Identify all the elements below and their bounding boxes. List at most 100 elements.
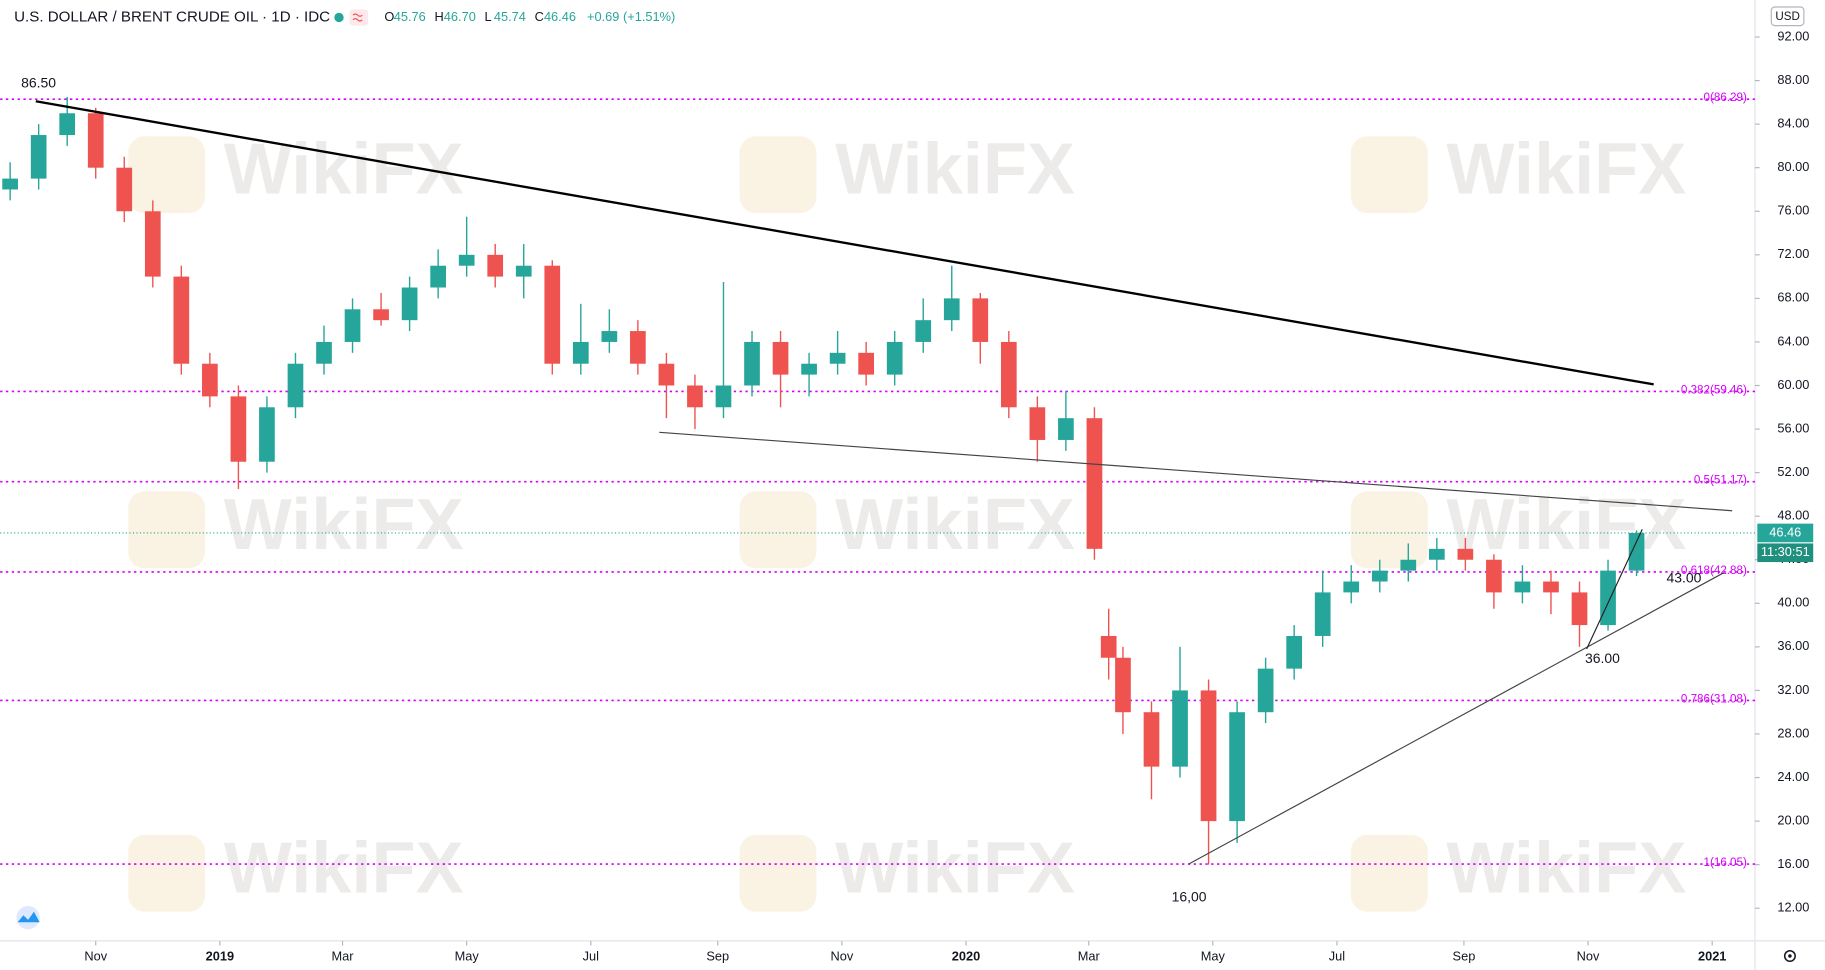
candle-body <box>202 363 218 397</box>
watermark-logo <box>739 136 817 214</box>
trendline <box>1586 529 1643 650</box>
currency-box[interactable] <box>1770 6 1805 27</box>
fib-label: 0.382(59.46) <box>1681 383 1747 396</box>
candle-body <box>1286 635 1303 669</box>
fib-label: 0.5(51.17) <box>1694 474 1747 487</box>
candle-body <box>858 352 874 375</box>
last-price-label: 46.46 <box>1769 524 1801 539</box>
candle-body <box>259 407 275 462</box>
candle-body <box>915 320 932 342</box>
last-price-box <box>1757 523 1814 543</box>
trendline <box>1188 572 1724 865</box>
y-tick-label: 28.00 <box>1777 725 1809 740</box>
candle-body <box>943 298 960 321</box>
candle-body <box>1100 635 1117 658</box>
trendline <box>659 431 1733 512</box>
candle-body <box>1571 592 1588 626</box>
watermarks: WikiFX WikiFX WikiFX WikiFX WikiFX WikiFX Wiki… <box>128 130 1686 912</box>
ohlc: O 45.76 H 46.70 L 45.74 C 46.46 +0.69 (+1.51%) <box>384 9 675 24</box>
candle-body <box>373 309 389 321</box>
status-badge <box>349 9 369 26</box>
x-tick-label: Nov <box>831 949 854 964</box>
candle-body <box>715 385 732 408</box>
candle-body <box>316 341 332 364</box>
candle-body <box>1172 690 1188 767</box>
ohlc-label: L <box>485 9 492 24</box>
tv-logo[interactable] <box>16 905 40 930</box>
annotation: 36.00 <box>1585 650 1620 666</box>
candle-body <box>1200 690 1217 822</box>
currency: USD <box>1775 10 1800 23</box>
candle-body <box>886 341 903 375</box>
watermark: WikiFX <box>835 130 1075 210</box>
watermark-logo <box>739 491 817 569</box>
watermark: WikiFX <box>1446 828 1686 908</box>
ohlc-value: 46.46 <box>544 9 576 24</box>
candle-body <box>801 363 817 375</box>
watermark-logo <box>1350 491 1428 569</box>
y-tick-label: 12.00 <box>1777 900 1809 915</box>
candle-body <box>1543 581 1559 593</box>
candle-body <box>30 135 47 179</box>
x-tick-label: 2021 <box>1698 949 1726 964</box>
candle-body <box>630 331 646 364</box>
candle-body <box>1029 407 1046 440</box>
watermark: WikiFX <box>835 828 1075 908</box>
ohlc-value: 45.76 <box>394 9 426 24</box>
y-tick-label: 48.00 <box>1777 508 1809 523</box>
y-tick-label: 20.00 <box>1777 812 1809 827</box>
candle-body <box>1514 581 1531 593</box>
watermark-logo <box>739 834 817 912</box>
candle-body <box>744 341 760 386</box>
y-tick-label: 16.00 <box>1777 856 1809 871</box>
gear-center <box>1788 954 1792 958</box>
candle-body <box>829 352 846 364</box>
y-tick-label: 60.00 <box>1777 377 1809 392</box>
candle-body <box>1058 418 1074 440</box>
ohlc-label: C <box>535 9 544 24</box>
candle-body <box>1257 668 1274 713</box>
watermark: WikiFX <box>835 485 1075 565</box>
x-tick-label: Mar <box>332 949 355 964</box>
watermark: WikiFX <box>224 828 464 908</box>
x-tick-label: Jul <box>1329 949 1345 964</box>
candle-body <box>230 396 247 462</box>
watermark-logo <box>1350 834 1428 912</box>
gear[interactable] <box>1783 950 1796 963</box>
y-tick-label: 52.00 <box>1777 464 1809 479</box>
watermark-logo <box>128 834 206 912</box>
candle-body <box>487 254 504 277</box>
candle-body <box>972 298 989 342</box>
y-tick-label: 64.00 <box>1777 333 1809 348</box>
y-tick-label: 92.00 <box>1777 28 1809 43</box>
candle-body <box>144 211 161 277</box>
candle-body <box>544 265 561 364</box>
candle-body <box>401 287 418 321</box>
fib-label: 0.786(31.08) <box>1681 692 1747 705</box>
annotation: 16,00 <box>1172 888 1207 904</box>
candle-body <box>1371 570 1388 582</box>
y-tick-label: 84.00 <box>1777 116 1809 131</box>
candle-body <box>772 341 789 375</box>
settings-icon[interactable] <box>1783 950 1796 963</box>
ohlc-label: O <box>384 9 394 24</box>
candle-body <box>116 167 133 212</box>
countdown: 11:30:51 <box>1761 544 1810 559</box>
ohlc-change: +0.69 (+1.51%) <box>587 9 675 24</box>
y-tick-label: 80.00 <box>1777 159 1809 174</box>
x-tick-label: Sep <box>1453 949 1476 964</box>
y-tick-label: 36.00 <box>1777 638 1809 653</box>
candle-body <box>601 331 618 342</box>
status-icon <box>352 13 363 22</box>
candle-body <box>344 309 361 342</box>
candle-body <box>173 276 190 364</box>
y-tick-label: 72.00 <box>1777 246 1809 261</box>
candle-body <box>2 178 18 190</box>
candle-body <box>1600 570 1616 626</box>
candle-body <box>458 254 475 266</box>
ohlc-value: 45.74 <box>494 9 526 24</box>
candle-body <box>1143 712 1160 767</box>
logo-circle[interactable] <box>16 905 40 930</box>
